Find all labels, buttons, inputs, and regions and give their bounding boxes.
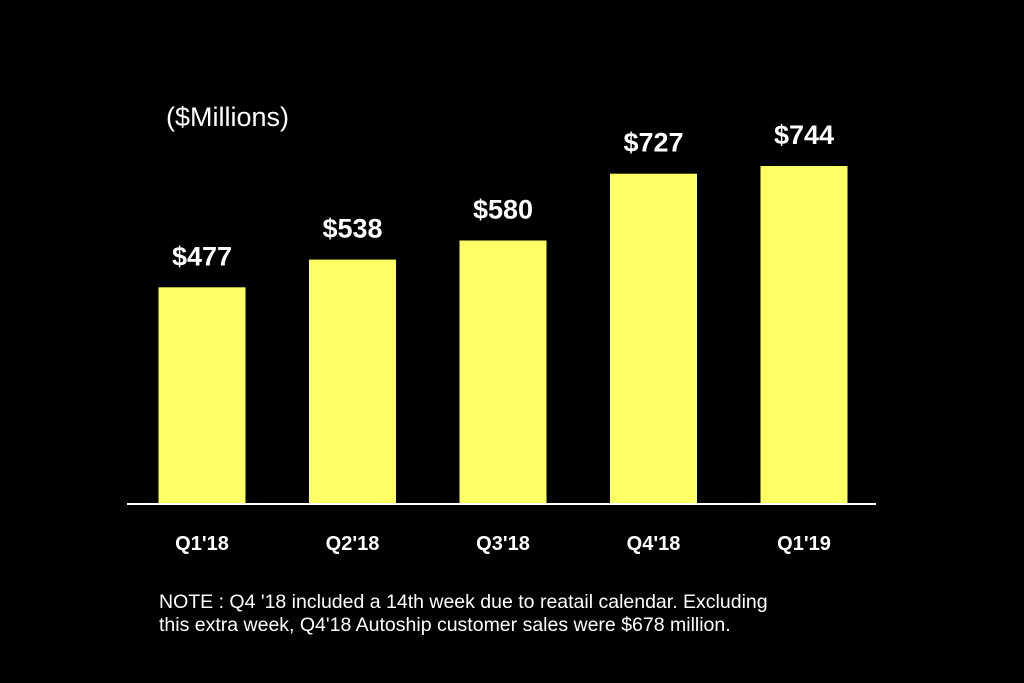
bars-group: [158, 166, 848, 504]
data-label-2: $538: [322, 214, 382, 244]
bar-chart: ($Millions) $477 $538 $580 $727 $744 Q1'18 Q2…: [127, 102, 876, 555]
x-tick-label-4: Q4'18: [627, 533, 681, 555]
data-label-5: $744: [774, 120, 834, 150]
bar-3: [459, 240, 547, 504]
footnote-line-2: this extra week, Q4'18 Autoship customer…: [159, 614, 731, 636]
data-labels-group: $477 $538 $580 $727 $744: [172, 120, 834, 271]
data-label-4: $727: [623, 128, 683, 158]
bar-5: [760, 166, 848, 504]
x-tick-label-2: Q2'18: [326, 533, 380, 555]
x-tick-label-5: Q1'19: [777, 533, 831, 555]
data-label-3: $580: [473, 195, 533, 225]
x-tick-label-3: Q3'18: [476, 533, 530, 555]
x-tick-label-1: Q1'18: [175, 533, 229, 555]
bar-1: [158, 287, 246, 504]
bar-4: [610, 173, 697, 504]
data-label-1: $477: [172, 241, 232, 271]
unit-label: ($Millions): [166, 102, 289, 132]
bar-2: [309, 259, 396, 504]
x-tick-labels-group: Q1'18 Q2'18 Q3'18 Q4'18 Q1'19: [175, 533, 831, 555]
footnote: NOTE : Q4 '18 included a 14th week due t…: [159, 591, 949, 637]
footnote-line-1: NOTE : Q4 '18 included a 14th week due t…: [159, 591, 768, 613]
